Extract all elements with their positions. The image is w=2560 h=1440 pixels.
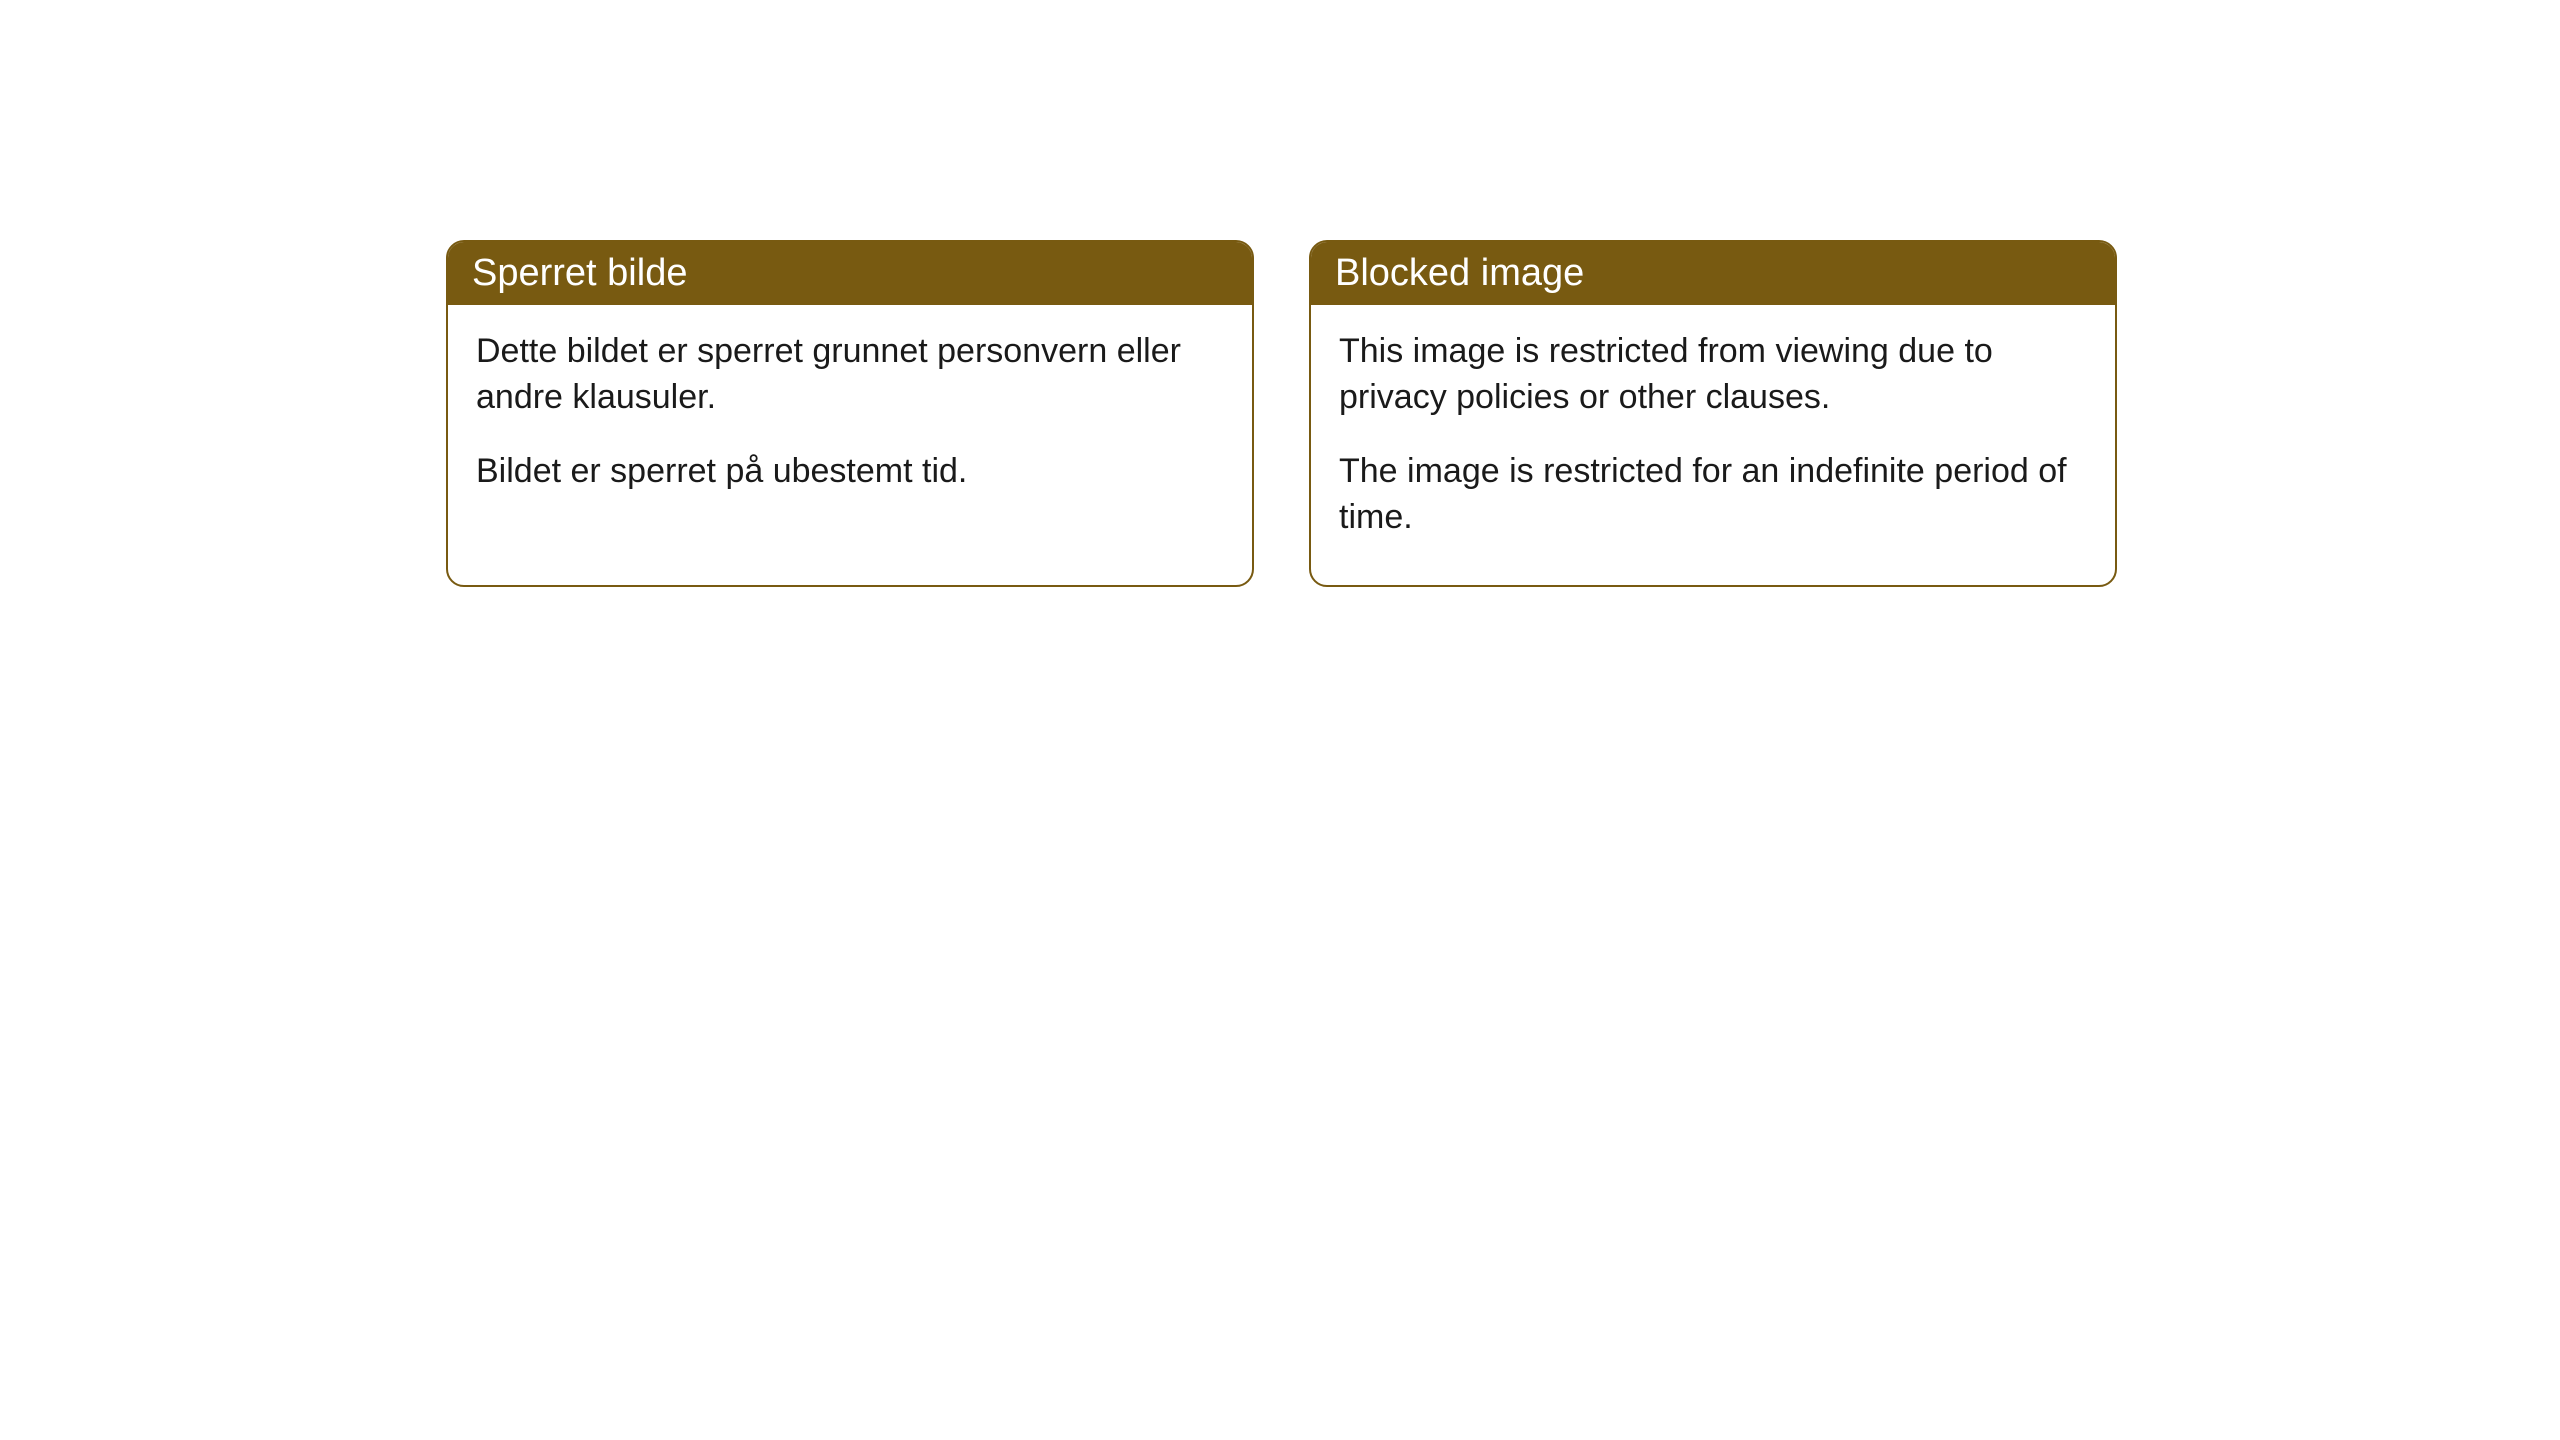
card-paragraph: Dette bildet er sperret grunnet personve…: [476, 329, 1224, 421]
card-body: Dette bildet er sperret grunnet personve…: [448, 305, 1252, 539]
notice-cards-container: Sperret bilde Dette bildet er sperret gr…: [446, 240, 2117, 587]
card-title: Sperret bilde: [472, 252, 687, 294]
card-title: Blocked image: [1335, 252, 1584, 294]
card-paragraph: This image is restricted from viewing du…: [1339, 329, 2087, 421]
notice-card-norwegian: Sperret bilde Dette bildet er sperret gr…: [446, 240, 1254, 587]
notice-card-english: Blocked image This image is restricted f…: [1309, 240, 2117, 587]
card-paragraph: The image is restricted for an indefinit…: [1339, 449, 2087, 541]
card-body: This image is restricted from viewing du…: [1311, 305, 2115, 585]
card-paragraph: Bildet er sperret på ubestemt tid.: [476, 449, 1224, 495]
card-header: Sperret bilde: [448, 242, 1252, 305]
card-header: Blocked image: [1311, 242, 2115, 305]
